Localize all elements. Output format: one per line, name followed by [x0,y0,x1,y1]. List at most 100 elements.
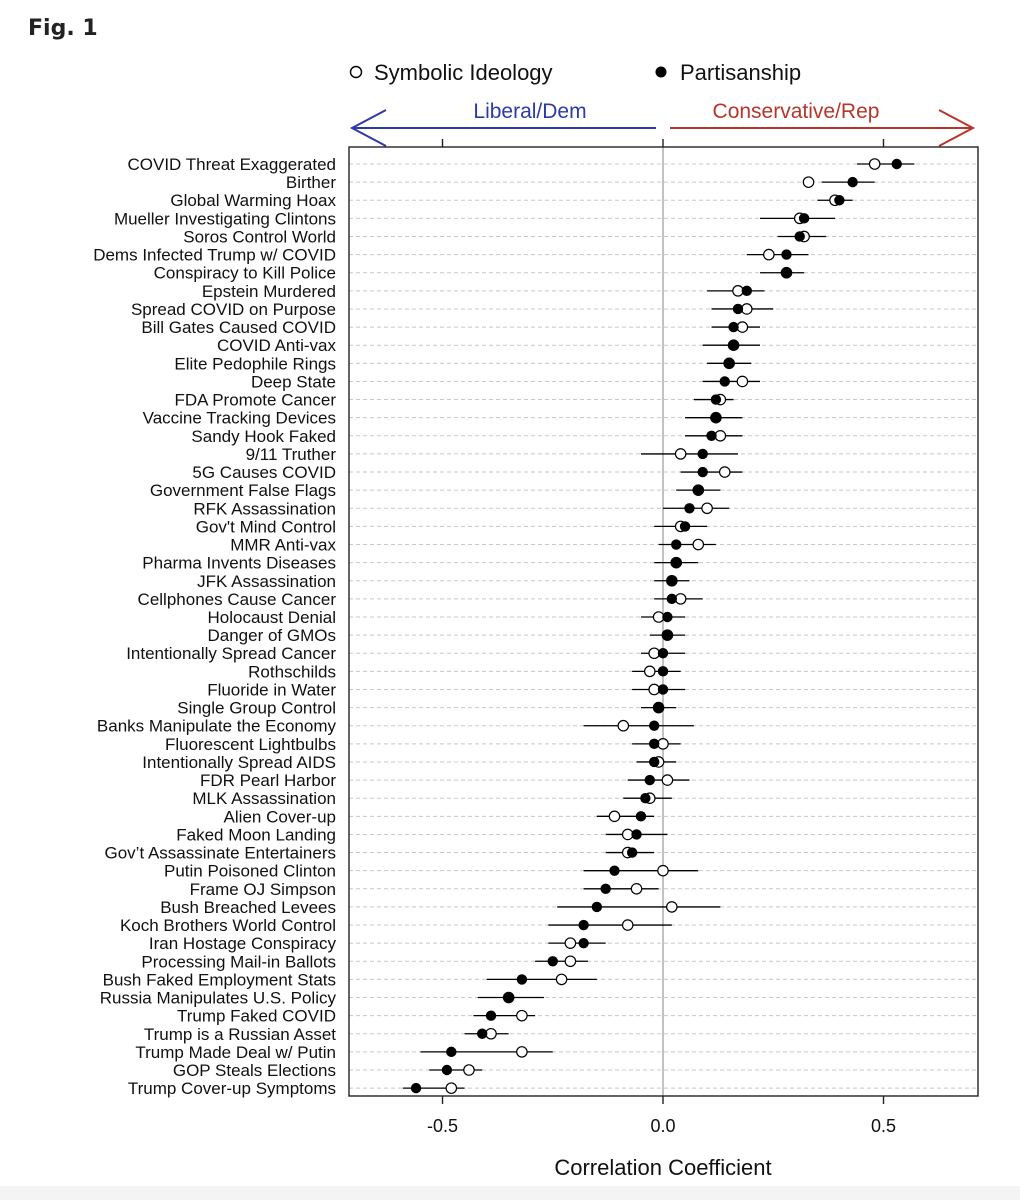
y-tick-label: Bush Breached Levees [160,898,336,917]
y-tick-label: Bill Gates Caused COVID [141,318,336,337]
point-partisanship [516,974,528,985]
y-tick-label: Dems Infected Trump w/ COVID [93,246,336,265]
y-tick-label: RFK Assassination [193,499,336,518]
y-tick-label: 5G Causes COVID [192,463,336,482]
point-partisanship [781,267,792,278]
point-symbolic-ideology [463,1064,475,1076]
point-partisanship [662,611,673,623]
point-symbolic-ideology [763,248,775,261]
point-partisanship [653,702,664,713]
y-tick-label: Russia Manipulates U.S. Policy [100,989,337,1008]
legend-partisanship-marker [655,66,667,78]
y-tick-label: Gov't Mind Control [196,517,336,536]
y-tick-label: Cellphones Cause Cancer [138,590,337,609]
point-partisanship [834,195,845,206]
point-partisanship [732,303,744,315]
y-tick-label: Global Warming Hoax [170,191,336,210]
point-partisanship [635,811,647,822]
point-partisanship [798,213,810,224]
y-tick-label: Frame OJ Simpson [190,880,336,899]
point-symbolic-ideology [674,448,687,460]
liberal-arrow-head [349,109,387,147]
y-tick-label: Birther [286,173,336,192]
y-tick-label: Trump Cover-up Symptoms [128,1079,336,1098]
y-tick-label: Fluorescent Lightbulbs [165,735,336,754]
direction-arrows: Liberal/Dem Conservative/Rep [349,100,976,147]
point-partisanship [644,774,655,786]
y-tick-label: Trump is a Russian Asset [144,1025,336,1044]
point-partisanship [578,919,589,931]
point-symbolic-ideology [661,774,674,786]
point-partisanship [657,648,669,659]
point-partisanship [847,176,858,188]
point-partisanship [719,376,730,387]
point-partisanship [710,394,722,405]
legend-partisanship-label: Partisanship [680,60,801,85]
legend: Symbolic Ideology Partisanship [349,60,801,85]
point-partisanship [728,340,739,351]
point-symbolic-ideology [564,937,577,949]
point-partisanship [648,720,660,731]
y-tick-label: Processing Mail-in Ballots [141,952,336,971]
y-tick-label: Faked Moon Landing [176,825,336,844]
point-partisanship [640,793,651,804]
y-tick-label: Rothschilds [248,662,336,681]
y-tick-label: Danger of GMOs [208,626,337,645]
y-tick-label: Conspiracy to Kill Police [154,264,336,283]
point-partisanship [723,358,735,369]
point-symbolic-ideology [621,919,634,931]
y-tick-label: GOP Steals Elections [173,1061,336,1080]
point-partisanship [693,484,704,496]
point-partisanship [891,158,902,170]
point-symbolic-ideology [692,538,705,551]
point-partisanship [503,992,514,1003]
point-partisanship [710,412,722,423]
y-tick-label: MLK Assassination [192,789,336,808]
y-tick-label: Putin Poisoned Clinton [164,862,336,881]
point-partisanship [578,937,589,949]
point-symbolic-ideology [555,973,568,986]
point-partisanship [684,503,695,514]
point-partisanship [671,539,682,550]
point-partisanship [794,231,805,242]
point-symbolic-ideology [868,158,881,170]
point-partisanship [626,847,638,858]
point-symbolic-ideology [802,176,815,188]
y-tick-label: Fluoride in Water [207,680,336,699]
point-symbolic-ideology [666,901,678,913]
point-partisanship [662,629,673,641]
y-tick-label: Trump Made Deal w/ Putin [135,1043,336,1062]
point-partisanship [781,249,792,260]
point-symbolic-ideology [617,719,630,732]
y-tick-label: Koch Brothers World Control [120,916,336,935]
y-tick-label: Spread COVID on Purpose [131,300,336,319]
y-tick-label: Holocaust Denial [207,608,336,627]
point-partisanship [657,666,669,677]
point-partisanship [591,901,603,913]
y-tick-label: Gov’t Assassinate Entertainers [104,844,336,863]
point-partisanship [728,321,739,333]
y-tick-label: Intentionally Spread AIDS [142,753,336,772]
y-tick-label: Elite Pedophile Rings [174,354,336,373]
point-symbolic-ideology [445,1082,458,1094]
conservative-arrow-head [938,109,976,147]
point-symbolic-ideology [630,882,643,895]
point-partisanship [666,575,678,586]
point-partisanship [666,593,678,605]
y-tick-label: Epstein Murdered [202,282,336,301]
point-partisanship [446,1046,457,1058]
point-symbolic-ideology [564,955,577,968]
y-tick-label: Sandy Hook Faked [191,427,336,446]
point-partisanship [600,883,611,894]
y-tick-label: Pharma Invents Diseases [142,554,336,573]
x-tick-label: 0.0 [650,1116,675,1136]
liberal-label: Liberal/Dem [473,100,586,123]
y-tick-label: COVID Anti-vax [217,336,337,355]
point-partisanship [671,557,682,568]
point-partisanship [657,684,669,695]
point-symbolic-ideology [608,810,621,823]
point-partisanship [697,466,708,478]
top-axis-ticks [441,139,885,147]
point-symbolic-ideology [736,375,749,388]
y-tick-label: Bush Faked Employment Stats [103,970,336,989]
